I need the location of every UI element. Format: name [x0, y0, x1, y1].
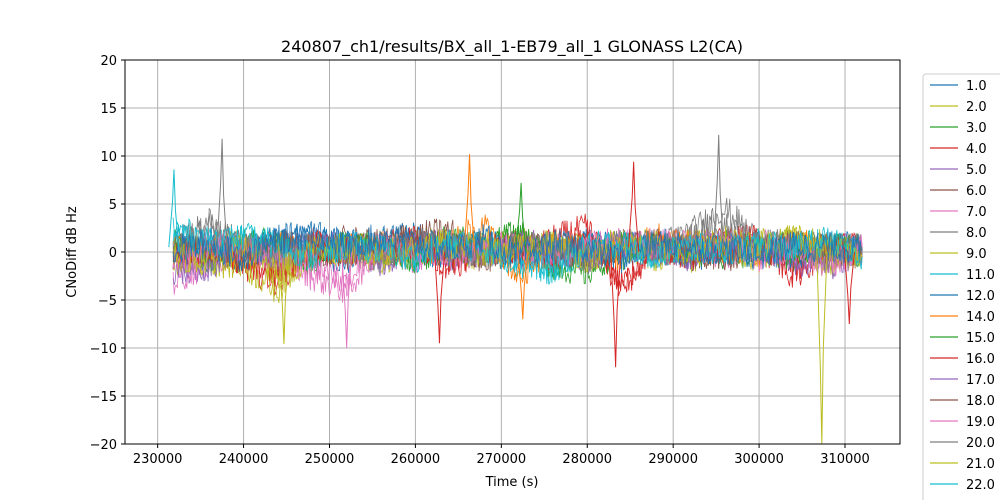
legend-label: 9.0 [966, 247, 987, 262]
series-spike [627, 161, 640, 253]
legend-label: 14.0 [966, 310, 995, 325]
legend-label: 22.0 [966, 478, 995, 493]
x-tick-label: 280000 [562, 452, 612, 467]
series-spike [816, 247, 828, 444]
x-tick-label: 240000 [219, 452, 269, 467]
legend-label: 5.0 [966, 163, 987, 178]
series-line [173, 225, 863, 289]
y-axis-label: CNoDiff dB Hz [65, 206, 80, 298]
series-spike [843, 247, 855, 325]
x-tick-label: 260000 [391, 452, 441, 467]
series-line [172, 221, 863, 274]
legend-label: 15.0 [966, 331, 995, 346]
x-tick-label: 290000 [648, 452, 698, 467]
legend: 1.0 2.0 3.0 4.0 5.0 6.0 7.0 8.0 9.0 11.0 12.0 14.0 1… [922, 73, 1000, 500]
y-tick-label: 0 [109, 246, 117, 261]
series-spike [216, 138, 228, 253]
y-tick-label: −5 [98, 294, 117, 309]
series-spike [341, 247, 353, 349]
legend-label: 16.0 [966, 352, 995, 367]
y-tick-label: −20 [90, 438, 117, 453]
legend-label: 17.0 [966, 373, 995, 388]
x-axis: 230000 240000 250000 260000 270000 280000 2900… [133, 444, 870, 467]
y-tick-label: −15 [90, 390, 117, 405]
y-axis: −20 −15 −10 −5 0 5 10 15 20 [90, 54, 125, 453]
x-tick-label: 310000 [820, 452, 870, 467]
legend-label: 18.0 [966, 394, 995, 409]
chart-title: 240807_ch1/results/BX_all_1-EB79_all_1 G… [281, 37, 743, 57]
legend-label: 11.0 [966, 268, 995, 283]
y-tick-label: −10 [90, 342, 117, 357]
x-tick-label: 270000 [477, 452, 527, 467]
legend-label: 12.0 [966, 289, 995, 304]
plot-area [168, 134, 863, 444]
legend-label: 6.0 [966, 184, 987, 199]
legend-label: 7.0 [966, 205, 987, 220]
legend-label: 1.0 [966, 79, 987, 94]
series-spike [515, 182, 527, 253]
series-spike [278, 247, 290, 345]
series-spike [517, 247, 529, 320]
x-tick-label: 250000 [305, 452, 355, 467]
legend-label: 3.0 [966, 121, 987, 136]
legend-label: 8.0 [966, 226, 987, 241]
legend-label: 21.0 [966, 457, 995, 472]
series-spike [713, 134, 725, 253]
legend-label: 20.0 [966, 436, 995, 451]
series-spike [433, 247, 446, 344]
y-tick-label: 5 [109, 198, 117, 213]
series-spike [609, 247, 622, 368]
legend-label: 2.0 [966, 100, 987, 115]
y-tick-label: 20 [100, 54, 117, 69]
y-tick-label: 15 [100, 102, 117, 117]
x-tick-label: 300000 [734, 452, 784, 467]
series-spike [463, 154, 476, 253]
series-spike [168, 169, 180, 253]
legend-label: 19.0 [966, 415, 995, 430]
legend-box [922, 73, 1000, 500]
y-tick-label: 10 [100, 150, 117, 165]
x-tick-label: 230000 [133, 452, 183, 467]
legend-label: 4.0 [966, 142, 987, 157]
x-axis-label: Time (s) [485, 475, 539, 490]
